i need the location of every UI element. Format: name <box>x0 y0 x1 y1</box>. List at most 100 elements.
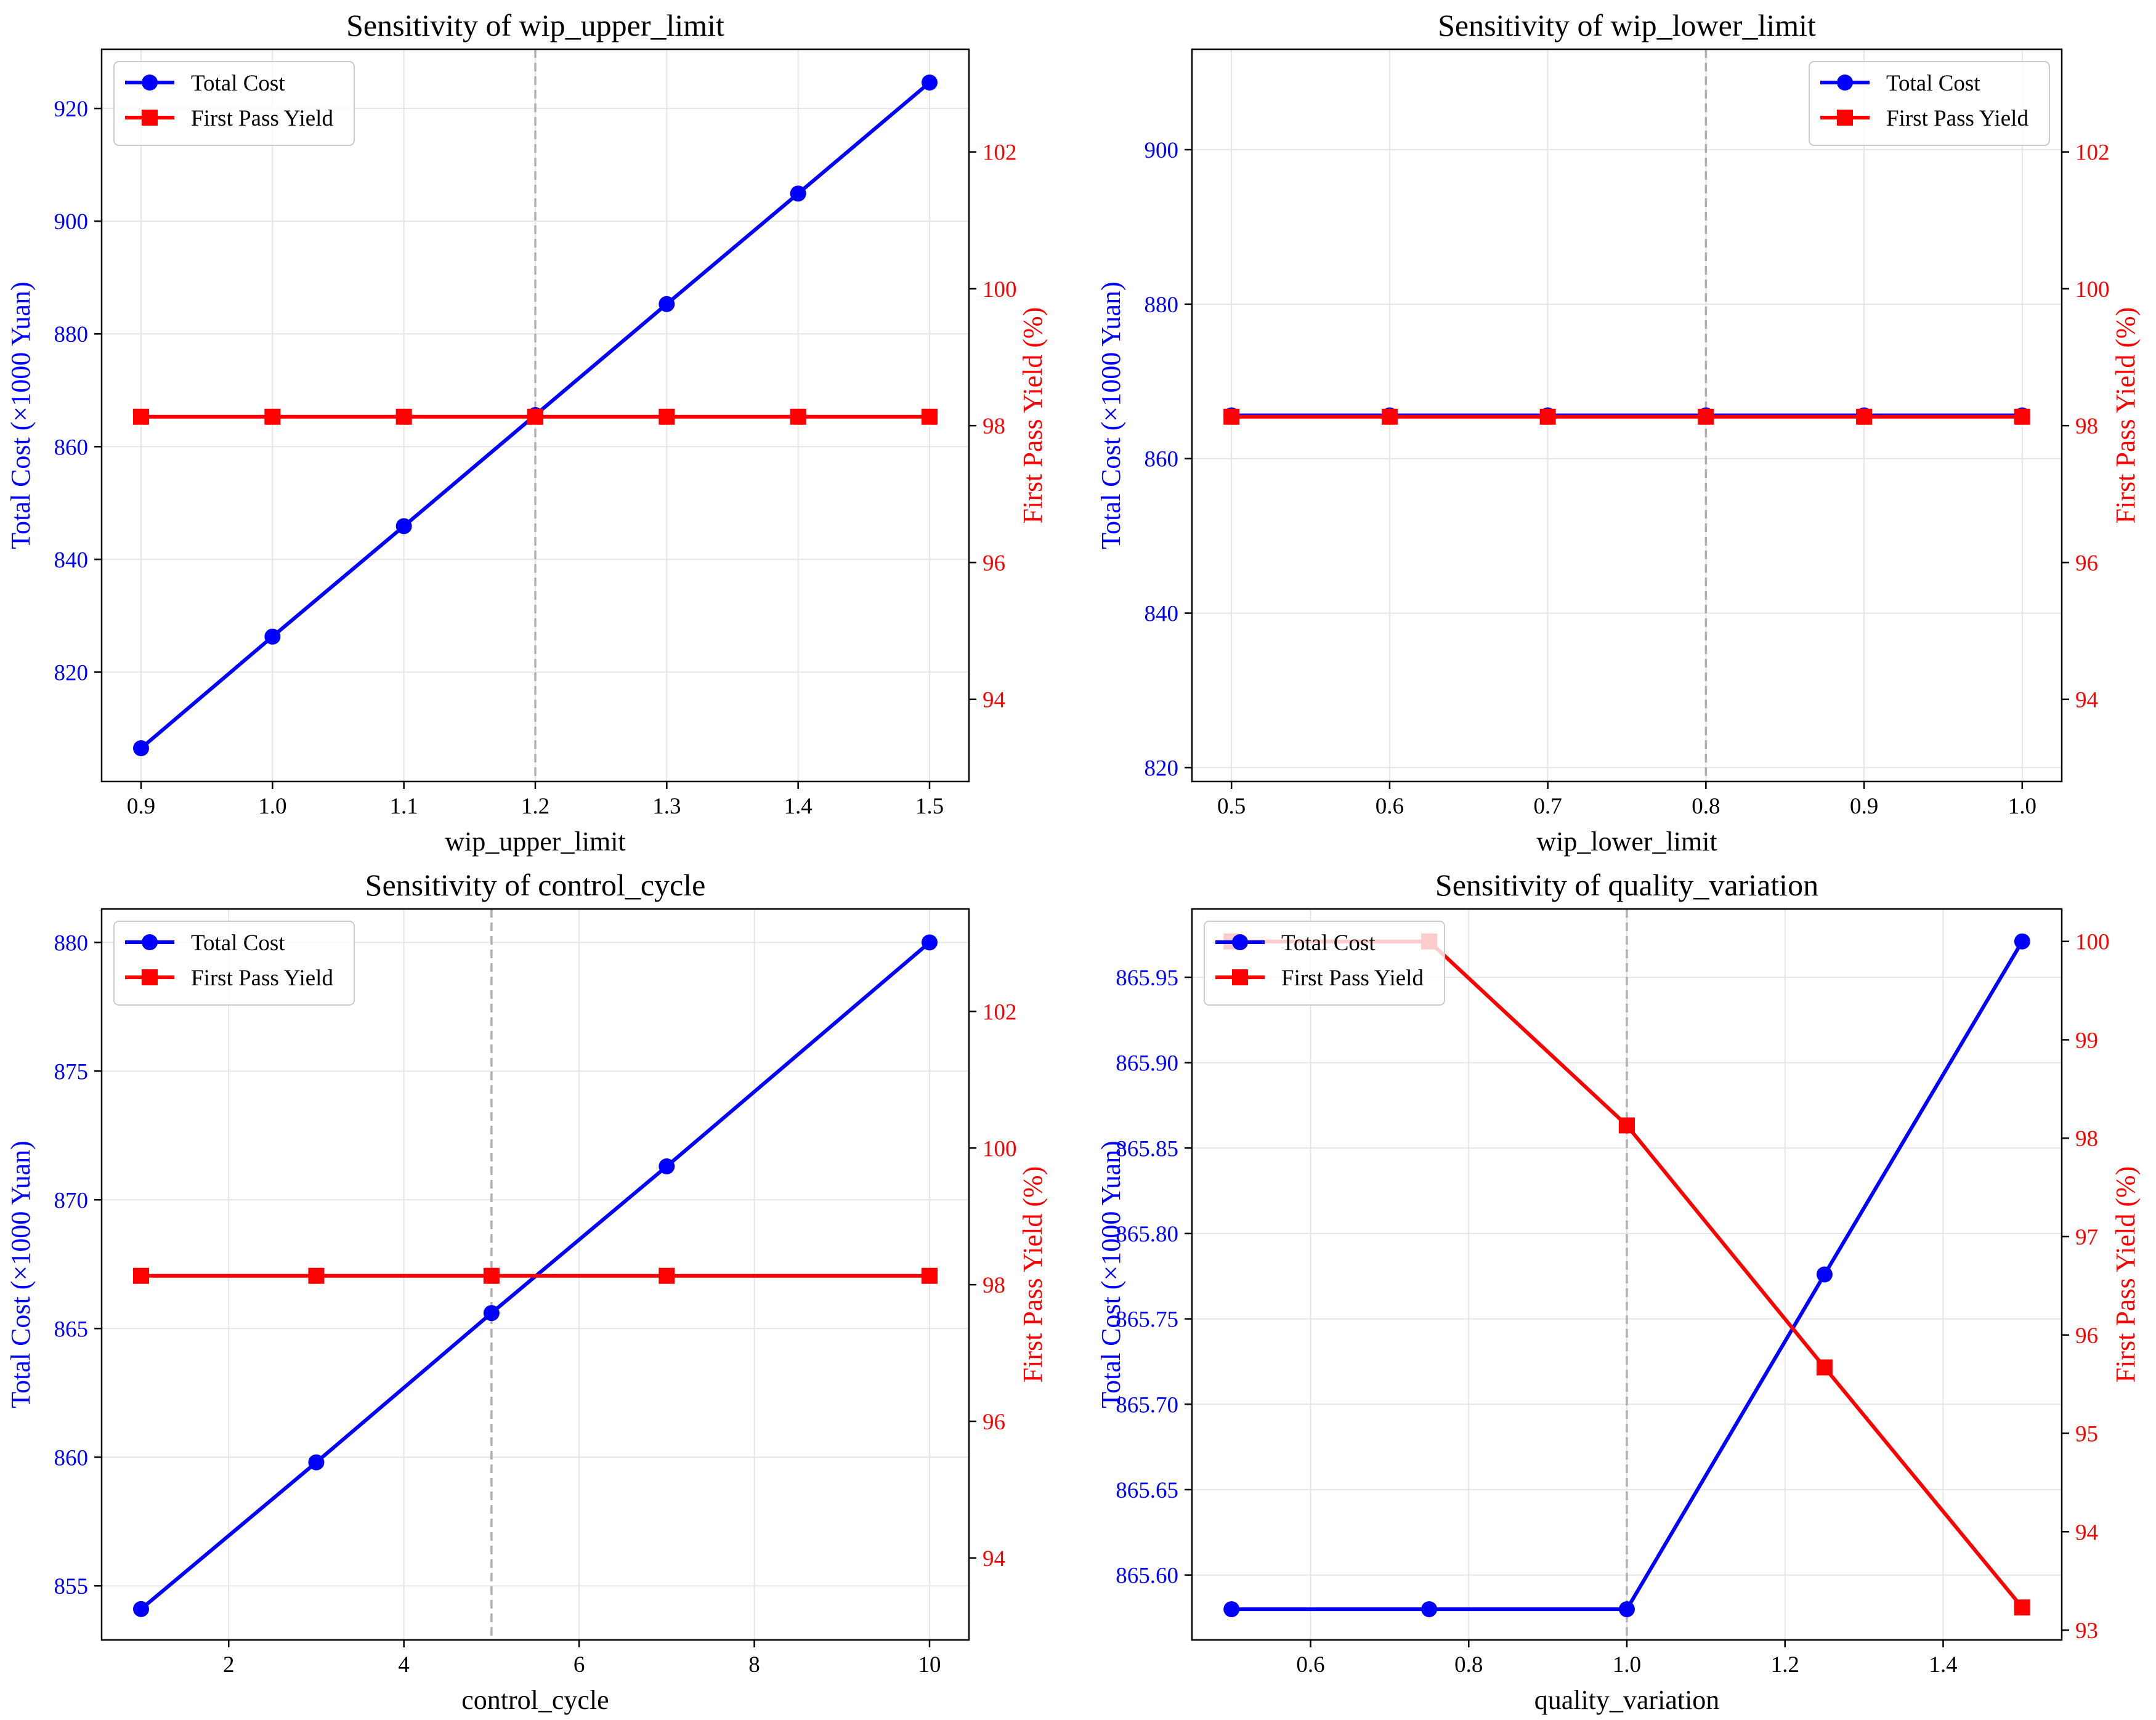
data-point <box>1816 1266 1833 1283</box>
data-point <box>1698 408 1714 425</box>
y-left-tick-label: 865.80 <box>1116 1222 1178 1247</box>
legend-marker <box>1232 934 1248 950</box>
legend-marker <box>1232 969 1248 985</box>
legend-label: First Pass Yield <box>191 106 333 131</box>
y-left-tick-label: 860 <box>54 435 89 460</box>
y-left-tick-label: 865.85 <box>1116 1136 1178 1161</box>
x-tick-label: 1.4 <box>1929 1652 1957 1678</box>
y-right-tick-label: 102 <box>983 999 1017 1025</box>
x-tick-label: 0.7 <box>1534 794 1562 819</box>
y-left-axis-label: Total Cost (×1000 Yuan) <box>1096 281 1126 549</box>
y-left-tick-label: 840 <box>1145 602 1179 627</box>
y-left-tick-label: 860 <box>54 1445 89 1471</box>
data-point <box>659 408 675 425</box>
y-left-tick-label: 870 <box>54 1188 89 1213</box>
data-point <box>1856 408 1873 425</box>
y-left-axis-label: Total Cost (×1000 Yuan) <box>1096 1141 1126 1408</box>
y-left-tick-label: 865.90 <box>1116 1051 1178 1076</box>
chart-title: Sensitivity of wip_upper_limit <box>346 8 724 42</box>
data-point <box>133 408 149 425</box>
y-right-tick-label: 97 <box>2075 1225 2098 1250</box>
y-right-axis-label: First Pass Yield (%) <box>1018 1166 1048 1383</box>
series-first-pass-yield <box>133 1267 938 1284</box>
data-point <box>527 408 543 425</box>
data-point <box>1619 1117 1635 1134</box>
y-right-tick-label: 98 <box>2075 414 2098 439</box>
y-right-tick-label: 94 <box>2075 688 2098 713</box>
series-total-cost <box>1223 933 2030 1618</box>
chart-panel-2: 0.5 0.6 0.7 0.8 0.9 1.0 820 840 860 880 900 94 96 98 1… <box>1096 8 2141 857</box>
y-right-tick-label: 94 <box>2075 1520 2098 1545</box>
y-right-tick-label: 98 <box>983 414 1005 439</box>
legend-marker <box>1837 110 1853 126</box>
data-point <box>133 1267 149 1284</box>
y-left-tick-label: 865 <box>54 1317 89 1342</box>
legend-label: First Pass Yield <box>191 966 333 991</box>
x-tick-label: 10 <box>918 1652 941 1678</box>
y-right-tick-label: 93 <box>2075 1618 2098 1644</box>
legend-label: First Pass Yield <box>1886 106 2028 131</box>
data-point <box>133 740 149 756</box>
data-point <box>1421 1601 1438 1618</box>
y-left-tick-label: 880 <box>54 322 89 347</box>
y-left-tick-label: 865.60 <box>1116 1564 1178 1589</box>
y-left-tick-label: 865.75 <box>1116 1307 1178 1333</box>
y-right-tick-label: 94 <box>983 1546 1005 1572</box>
legend-label: Total Cost <box>1281 931 1376 956</box>
data-point <box>1816 1359 1833 1376</box>
x-tick-label: 1.2 <box>1771 1652 1799 1678</box>
x-axis-label: quality_variation <box>1534 1685 1720 1715</box>
legend-marker <box>1837 75 1853 91</box>
legend-entry-first-pass-yield: First Pass Yield <box>125 106 333 131</box>
y-right-tick-label: 99 <box>2075 1028 2098 1053</box>
x-tick-label: 6 <box>573 1652 585 1678</box>
data-point <box>264 408 281 425</box>
y-right-tick-label: 95 <box>2075 1422 2098 1447</box>
data-point <box>659 1158 675 1174</box>
data-point <box>659 1267 675 1284</box>
data-point <box>2014 1599 2030 1616</box>
series-total-cost <box>133 934 938 1617</box>
chart-title: Sensitivity of control_cycle <box>365 868 706 902</box>
y-left-tick-label: 855 <box>54 1574 89 1599</box>
x-tick-label: 2 <box>223 1652 235 1678</box>
y-right-tick-label: 102 <box>983 140 1017 166</box>
data-point <box>395 408 412 425</box>
y-right-axis-label: First Pass Yield (%) <box>2110 1166 2141 1383</box>
y-right-tick-label: 96 <box>983 551 1005 576</box>
legend-label: First Pass Yield <box>1281 966 1424 991</box>
data-point <box>922 934 938 951</box>
legend: Total Cost First Pass Yield <box>1204 921 1445 1006</box>
y-right-tick-label: 98 <box>2075 1126 2098 1152</box>
legend-entry-first-pass-yield: First Pass Yield <box>125 966 333 991</box>
data-point <box>395 518 412 535</box>
data-point <box>308 1454 325 1471</box>
legend-marker <box>142 110 158 126</box>
y-right-tick-label: 96 <box>2075 1323 2098 1349</box>
x-tick-label: 0.6 <box>1296 1652 1324 1678</box>
series-first-pass-yield <box>133 408 938 425</box>
x-tick-label: 0.8 <box>1454 1652 1483 1678</box>
y-left-tick-label: 900 <box>1145 138 1179 163</box>
x-tick-label: 1.0 <box>2008 794 2036 819</box>
y-left-tick-label: 880 <box>1145 293 1179 318</box>
legend-entry-total-cost: Total Cost <box>125 71 285 96</box>
data-point <box>922 1267 938 1284</box>
legend-entry-total-cost: Total Cost <box>125 931 285 956</box>
data-point <box>1223 408 1240 425</box>
y-left-tick-label: 860 <box>1145 447 1179 472</box>
x-axis-label: wip_lower_limit <box>1536 826 1717 857</box>
y-left-axis-label: Total Cost (×1000 Yuan) <box>6 281 36 549</box>
y-right-tick-label: 98 <box>983 1273 1005 1298</box>
y-right-tick-label: 94 <box>983 688 1005 713</box>
data-point <box>1381 408 1398 425</box>
data-point <box>308 1267 325 1284</box>
data-point <box>659 296 675 312</box>
y-left-tick-label: 865.70 <box>1116 1392 1178 1418</box>
data-point <box>2014 933 2030 950</box>
axes-frame <box>100 908 970 1641</box>
y-right-axis-label: First Pass Yield (%) <box>1018 307 1048 524</box>
y-right-tick-label: 96 <box>983 1410 1005 1435</box>
chart-title: Sensitivity of quality_variation <box>1435 868 1818 902</box>
